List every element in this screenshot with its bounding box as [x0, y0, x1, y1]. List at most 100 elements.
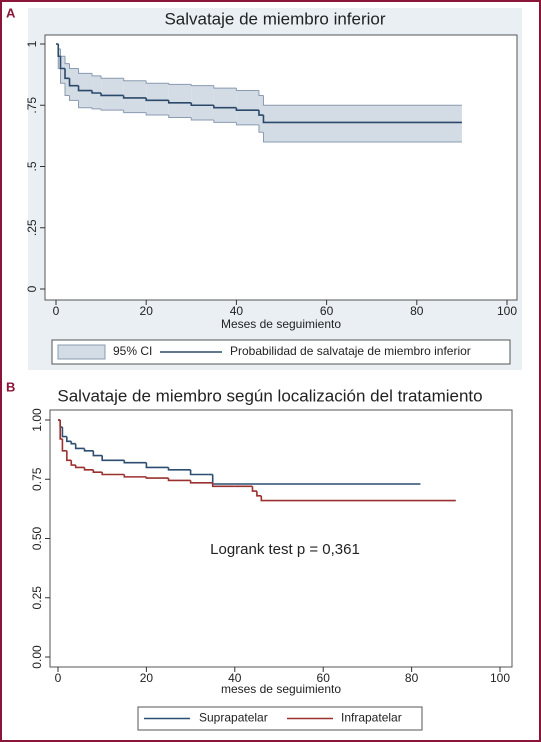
survival-line	[83, 467, 94, 471]
survival-line	[145, 476, 169, 479]
ci-lower	[235, 122, 259, 126]
survival-line	[167, 478, 191, 482]
ci-band	[213, 88, 237, 123]
ci-lower	[91, 107, 102, 110]
survival-line	[123, 474, 147, 478]
ci-band	[58, 48, 61, 69]
ci-upper	[190, 84, 214, 87]
survival-line	[61, 427, 67, 438]
x-axis-label: meses de seguimiento	[221, 682, 341, 696]
ci-band	[60, 56, 66, 84]
survival-line	[213, 105, 237, 109]
ci-lower	[262, 132, 462, 143]
panel-label: B	[6, 379, 15, 394]
ci-upper	[123, 78, 147, 82]
legend-box	[51, 339, 511, 365]
survival-line	[262, 115, 462, 124]
y-tick-label: 0.75	[30, 467, 44, 491]
survival-line	[100, 93, 124, 97]
y-tick-label: 1.00	[30, 408, 44, 432]
x-tick-label: 40	[230, 304, 244, 318]
survival-line	[70, 460, 76, 466]
survival-line	[167, 467, 191, 471]
chart-title: Salvataje de miembro según localización …	[57, 386, 482, 405]
ci-band	[146, 83, 169, 116]
x-tick-label: 20	[140, 671, 154, 685]
survival-line	[70, 441, 76, 445]
survival-line	[101, 472, 125, 476]
y-tick-label: 0.00	[30, 645, 44, 669]
ci-upper	[145, 80, 169, 84]
survival-line	[167, 100, 192, 104]
ci-upper	[168, 83, 192, 85]
survival-line	[74, 443, 85, 450]
legend-label: Infrapatelar	[341, 711, 402, 725]
survival-line	[101, 455, 125, 462]
survival-line	[92, 450, 103, 457]
ci-lower	[213, 119, 237, 123]
survival-line	[74, 465, 85, 469]
ci-lower	[123, 110, 147, 114]
ci-band	[69, 68, 79, 101]
x-tick-label: 40	[228, 671, 242, 685]
ci-upper	[262, 95, 462, 106]
x-tick-label: 20	[140, 304, 154, 318]
legend-label: 95% CI	[113, 344, 152, 358]
x-tick-label: 100	[497, 304, 517, 318]
ci-lower	[78, 100, 93, 109]
ci-lower	[64, 83, 70, 96]
ci-lower	[190, 117, 214, 121]
ci-upper	[235, 88, 259, 92]
survival-line	[64, 68, 70, 80]
ci-upper	[258, 90, 264, 96]
ci-band	[101, 78, 124, 111]
ci-band	[258, 95, 264, 133]
legend-box	[137, 706, 423, 731]
ci-band	[123, 80, 147, 113]
y-tick-label: .5	[25, 161, 39, 171]
ci-lower	[258, 124, 264, 133]
x-tick-label: 0	[55, 671, 62, 685]
ci-upper	[100, 75, 124, 79]
survival-line	[68, 78, 79, 87]
survival-line	[258, 110, 264, 116]
plot-area	[49, 409, 513, 668]
ci-upper	[64, 56, 70, 65]
panel-label: A	[6, 5, 16, 20]
ci-lower	[168, 115, 192, 118]
legend-label: Probabilidad de salvataje de miembro inf…	[230, 344, 471, 358]
legend-swatch	[57, 344, 106, 360]
x-tick-label: 80	[405, 671, 419, 685]
y-tick-label: .75	[25, 97, 39, 114]
survival-line	[251, 486, 257, 492]
survival-line	[59, 56, 66, 70]
x-tick-label: 100	[490, 671, 510, 685]
ci-band	[168, 84, 192, 118]
plot-area	[44, 34, 518, 301]
survival-line	[123, 460, 147, 464]
ci-upper	[91, 73, 102, 77]
survival-line	[189, 469, 209, 476]
legend-label: Suprapatelar	[199, 711, 268, 725]
ci-band	[263, 105, 462, 142]
survival-line	[189, 480, 213, 484]
y-tick-label: .25	[25, 219, 39, 236]
x-axis-label: Meses de seguimiento	[221, 317, 341, 331]
y-tick-label: 0.25	[30, 586, 44, 610]
chart-title: Salvataje de miembro inferior	[164, 9, 385, 28]
ci-upper	[69, 63, 79, 69]
ci-upper	[213, 85, 237, 89]
survival-line	[66, 450, 72, 462]
survival-line	[211, 482, 235, 488]
survival-line	[260, 495, 456, 502]
x-tick-label: 80	[410, 304, 424, 318]
x-tick-label: 60	[320, 304, 334, 318]
y-tick-label: 1	[25, 40, 39, 47]
survival-line	[145, 462, 169, 469]
y-tick-label: 0	[25, 285, 39, 292]
ci-lower	[145, 112, 169, 116]
survival-line	[92, 469, 103, 473]
survival-line	[190, 102, 214, 107]
